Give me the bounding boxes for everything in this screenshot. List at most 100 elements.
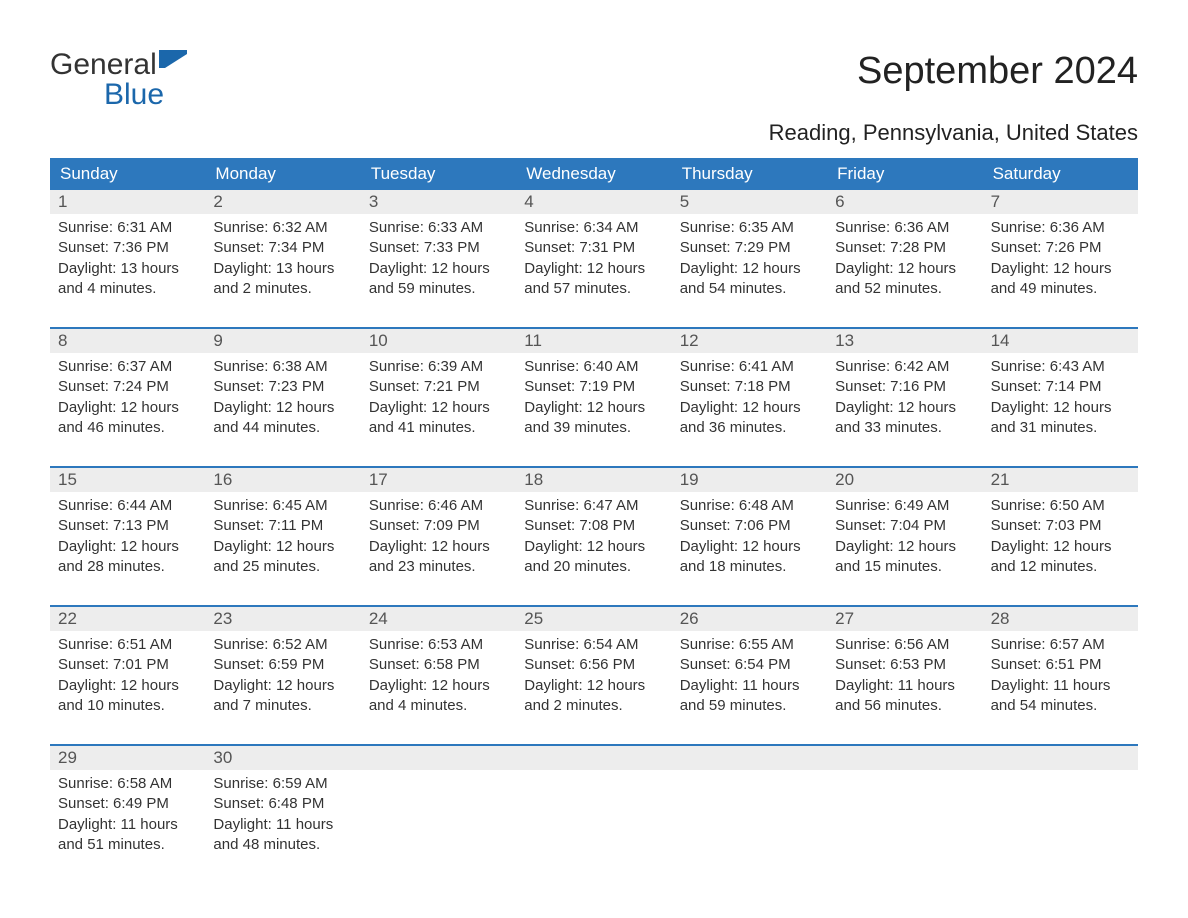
- weekday-header: Friday: [827, 158, 982, 190]
- sunrise-text: Sunrise: 6:43 AM: [991, 357, 1130, 377]
- day-cell: Sunrise: 6:40 AMSunset: 7:19 PMDaylight:…: [516, 353, 671, 446]
- daylight-line1: Daylight: 12 hours: [835, 537, 974, 557]
- daylight-line2: and 59 minutes.: [680, 696, 819, 716]
- daylight-line2: and 54 minutes.: [680, 279, 819, 299]
- daylight-line2: and 4 minutes.: [58, 279, 197, 299]
- sunrise-text: Sunrise: 6:32 AM: [213, 218, 352, 238]
- sunset-text: Sunset: 7:23 PM: [213, 377, 352, 397]
- sunset-text: Sunset: 6:58 PM: [369, 655, 508, 675]
- weekday-header: Tuesday: [361, 158, 516, 190]
- daylight-line2: and 33 minutes.: [835, 418, 974, 438]
- day-cell: Sunrise: 6:34 AMSunset: 7:31 PMDaylight:…: [516, 214, 671, 307]
- day-number: 17: [361, 468, 516, 492]
- day-number: 8: [50, 329, 205, 353]
- daylight-line1: Daylight: 12 hours: [680, 398, 819, 418]
- sunrise-text: Sunrise: 6:55 AM: [680, 635, 819, 655]
- day-cell: Sunrise: 6:45 AMSunset: 7:11 PMDaylight:…: [205, 492, 360, 585]
- sunset-text: Sunset: 7:34 PM: [213, 238, 352, 258]
- daylight-line1: Daylight: 11 hours: [991, 676, 1130, 696]
- sunset-text: Sunset: 7:36 PM: [58, 238, 197, 258]
- daylight-line2: and 52 minutes.: [835, 279, 974, 299]
- day-cell: Sunrise: 6:55 AMSunset: 6:54 PMDaylight:…: [672, 631, 827, 724]
- day-number: [516, 746, 671, 770]
- sunset-text: Sunset: 7:28 PM: [835, 238, 974, 258]
- day-number: 7: [983, 190, 1138, 214]
- week-block: 1234567Sunrise: 6:31 AMSunset: 7:36 PMDa…: [50, 190, 1138, 307]
- sunrise-text: Sunrise: 6:59 AM: [213, 774, 352, 794]
- daynum-row: 2930: [50, 746, 1138, 770]
- calendar: SundayMondayTuesdayWednesdayThursdayFrid…: [50, 158, 1138, 863]
- daybody-row: Sunrise: 6:58 AMSunset: 6:49 PMDaylight:…: [50, 770, 1138, 863]
- sunset-text: Sunset: 7:04 PM: [835, 516, 974, 536]
- day-number: 6: [827, 190, 982, 214]
- month-title: September 2024: [857, 50, 1138, 93]
- daylight-line2: and 51 minutes.: [58, 835, 197, 855]
- sunset-text: Sunset: 7:11 PM: [213, 516, 352, 536]
- day-cell: [516, 770, 671, 863]
- sunset-text: Sunset: 6:51 PM: [991, 655, 1130, 675]
- daylight-line2: and 54 minutes.: [991, 696, 1130, 716]
- weekday-header: Sunday: [50, 158, 205, 190]
- daynum-row: 22232425262728: [50, 607, 1138, 631]
- sunrise-text: Sunrise: 6:34 AM: [524, 218, 663, 238]
- sunrise-text: Sunrise: 6:42 AM: [835, 357, 974, 377]
- sunrise-text: Sunrise: 6:39 AM: [369, 357, 508, 377]
- weekday-header: Wednesday: [516, 158, 671, 190]
- day-cell: Sunrise: 6:54 AMSunset: 6:56 PMDaylight:…: [516, 631, 671, 724]
- weekday-header: Monday: [205, 158, 360, 190]
- daylight-line1: Daylight: 12 hours: [524, 398, 663, 418]
- day-cell: Sunrise: 6:38 AMSunset: 7:23 PMDaylight:…: [205, 353, 360, 446]
- day-cell: Sunrise: 6:52 AMSunset: 6:59 PMDaylight:…: [205, 631, 360, 724]
- sunrise-text: Sunrise: 6:54 AM: [524, 635, 663, 655]
- sunset-text: Sunset: 7:26 PM: [991, 238, 1130, 258]
- daylight-line1: Daylight: 12 hours: [369, 398, 508, 418]
- sunset-text: Sunset: 7:19 PM: [524, 377, 663, 397]
- day-cell: Sunrise: 6:59 AMSunset: 6:48 PMDaylight:…: [205, 770, 360, 863]
- sunrise-text: Sunrise: 6:48 AM: [680, 496, 819, 516]
- daylight-line2: and 18 minutes.: [680, 557, 819, 577]
- sunrise-text: Sunrise: 6:52 AM: [213, 635, 352, 655]
- day-number: [983, 746, 1138, 770]
- daylight-line1: Daylight: 12 hours: [524, 676, 663, 696]
- day-cell: Sunrise: 6:50 AMSunset: 7:03 PMDaylight:…: [983, 492, 1138, 585]
- flag-icon: [159, 50, 187, 80]
- day-cell: Sunrise: 6:42 AMSunset: 7:16 PMDaylight:…: [827, 353, 982, 446]
- daylight-line2: and 2 minutes.: [213, 279, 352, 299]
- daylight-line2: and 49 minutes.: [991, 279, 1130, 299]
- daylight-line2: and 39 minutes.: [524, 418, 663, 438]
- daylight-line1: Daylight: 12 hours: [369, 676, 508, 696]
- sunrise-text: Sunrise: 6:56 AM: [835, 635, 974, 655]
- day-cell: Sunrise: 6:35 AMSunset: 7:29 PMDaylight:…: [672, 214, 827, 307]
- daylight-line2: and 2 minutes.: [524, 696, 663, 716]
- logo-text: General Blue: [50, 50, 187, 110]
- daylight-line1: Daylight: 12 hours: [58, 537, 197, 557]
- day-number: 27: [827, 607, 982, 631]
- day-cell: [361, 770, 516, 863]
- sunrise-text: Sunrise: 6:40 AM: [524, 357, 663, 377]
- location: Reading, Pennsylvania, United States: [50, 120, 1138, 146]
- sunset-text: Sunset: 7:08 PM: [524, 516, 663, 536]
- sunset-text: Sunset: 6:48 PM: [213, 794, 352, 814]
- daynum-row: 891011121314: [50, 329, 1138, 353]
- day-number: 30: [205, 746, 360, 770]
- daylight-line1: Daylight: 11 hours: [213, 815, 352, 835]
- sunset-text: Sunset: 7:09 PM: [369, 516, 508, 536]
- day-cell: Sunrise: 6:33 AMSunset: 7:33 PMDaylight:…: [361, 214, 516, 307]
- day-number: 15: [50, 468, 205, 492]
- sunset-text: Sunset: 6:54 PM: [680, 655, 819, 675]
- day-cell: Sunrise: 6:43 AMSunset: 7:14 PMDaylight:…: [983, 353, 1138, 446]
- day-cell: Sunrise: 6:57 AMSunset: 6:51 PMDaylight:…: [983, 631, 1138, 724]
- sunrise-text: Sunrise: 6:38 AM: [213, 357, 352, 377]
- day-number: 3: [361, 190, 516, 214]
- day-number: 23: [205, 607, 360, 631]
- logo: General Blue: [50, 50, 187, 110]
- daylight-line1: Daylight: 12 hours: [524, 537, 663, 557]
- daylight-line1: Daylight: 11 hours: [58, 815, 197, 835]
- sunrise-text: Sunrise: 6:41 AM: [680, 357, 819, 377]
- daylight-line1: Daylight: 12 hours: [680, 537, 819, 557]
- daybody-row: Sunrise: 6:37 AMSunset: 7:24 PMDaylight:…: [50, 353, 1138, 446]
- daylight-line2: and 28 minutes.: [58, 557, 197, 577]
- day-number: 1: [50, 190, 205, 214]
- day-number: [827, 746, 982, 770]
- daylight-line2: and 59 minutes.: [369, 279, 508, 299]
